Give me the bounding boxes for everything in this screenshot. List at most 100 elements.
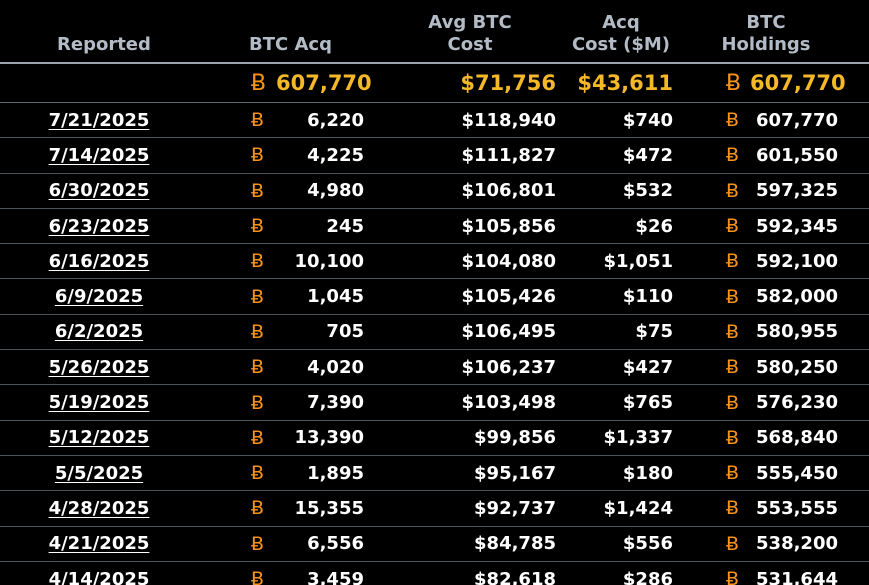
header-acq-cost-line2: Cost ($M) bbox=[571, 34, 671, 55]
bitcoin-icon: Ƀ bbox=[726, 109, 740, 132]
holdings-value: 538,200 bbox=[756, 533, 838, 555]
holdings-value: 597,325 bbox=[756, 180, 838, 202]
table-row: 5/12/2025 Ƀ 13,390 $99,856 $1,337 Ƀ 568,… bbox=[0, 421, 869, 456]
total-avg-cost: $71,756 bbox=[460, 71, 556, 95]
reported-date-link[interactable]: 4/14/2025 bbox=[48, 568, 150, 585]
holdings-value: 592,345 bbox=[756, 215, 838, 237]
holdings-value: 576,230 bbox=[756, 392, 838, 414]
bitcoin-icon: Ƀ bbox=[251, 462, 265, 485]
holdings-value: 531,644 bbox=[756, 568, 838, 585]
table-row: 5/26/2025 Ƀ 4,020 $106,237 $427 Ƀ 580,25… bbox=[0, 350, 869, 386]
header-reported[interactable]: Reported bbox=[57, 34, 151, 56]
bitcoin-icon: Ƀ bbox=[251, 215, 265, 238]
header-reported-label: Reported bbox=[57, 34, 151, 55]
reported-date-link[interactable]: 7/21/2025 bbox=[48, 109, 150, 131]
avg-cost-value: $106,801 bbox=[461, 180, 556, 202]
bitcoin-icon: Ƀ bbox=[251, 497, 265, 520]
holdings-value: 582,000 bbox=[756, 286, 838, 308]
btc-acq-value: 3,459 bbox=[307, 568, 364, 585]
bitcoin-icon: Ƀ bbox=[726, 250, 740, 273]
table-row: 5/19/2025 Ƀ 7,390 $103,498 $765 Ƀ 576,23… bbox=[0, 385, 869, 421]
header-acq-cost[interactable]: Acq Cost ($M) bbox=[566, 12, 676, 56]
bitcoin-icon: Ƀ bbox=[726, 356, 740, 379]
acq-cost-value: $180 bbox=[622, 462, 673, 484]
table-row: 4/21/2025 Ƀ 6,556 $84,785 $556 Ƀ 538,200 bbox=[0, 527, 869, 562]
header-avg-cost-line2: Cost bbox=[447, 34, 493, 55]
table-row: 6/23/2025 Ƀ 245 $105,856 $26 Ƀ 592,345 bbox=[0, 209, 869, 245]
reported-date-link[interactable]: 5/19/2025 bbox=[48, 392, 150, 414]
table-row: 7/21/2025 Ƀ 6,220 $118,940 $740 Ƀ 607,77… bbox=[0, 103, 869, 139]
header-btc-acq[interactable]: BTC Acq bbox=[249, 34, 349, 56]
avg-cost-value: $95,167 bbox=[474, 462, 556, 484]
holdings-value: 607,770 bbox=[756, 109, 838, 131]
btc-acq-value: 705 bbox=[326, 321, 364, 343]
table-row: 6/30/2025 Ƀ 4,980 $106,801 $532 Ƀ 597,32… bbox=[0, 174, 869, 209]
bitcoin-icon: Ƀ bbox=[251, 532, 265, 555]
holdings-value: 568,840 bbox=[756, 427, 838, 449]
bitcoin-icon: Ƀ bbox=[251, 109, 265, 132]
avg-cost-value: $118,940 bbox=[461, 109, 556, 131]
bitcoin-icon: Ƀ bbox=[251, 356, 265, 379]
acq-cost-value: $532 bbox=[622, 180, 673, 202]
total-btc-acq: 607,770 bbox=[276, 71, 372, 95]
table-body: 7/21/2025 Ƀ 6,220 $118,940 $740 Ƀ 607,77… bbox=[0, 103, 869, 585]
holdings-value: 553,555 bbox=[756, 497, 838, 519]
btc-acq-value: 13,390 bbox=[294, 427, 364, 449]
bitcoin-icon: Ƀ bbox=[251, 320, 265, 343]
bitcoin-icon: Ƀ bbox=[251, 285, 265, 308]
reported-date-link[interactable]: 6/2/2025 bbox=[54, 321, 144, 343]
header-avg-btc-cost[interactable]: Avg BTC Cost bbox=[425, 12, 515, 56]
avg-cost-value: $82,618 bbox=[474, 568, 556, 585]
bitcoin-icon: Ƀ bbox=[251, 426, 265, 449]
holdings-value: 580,250 bbox=[756, 356, 838, 378]
btc-acq-value: 10,100 bbox=[294, 250, 364, 272]
reported-date-link[interactable]: 6/16/2025 bbox=[48, 250, 150, 272]
table-header: Reported BTC Acq Avg BTC Cost Acq Cost (… bbox=[0, 0, 869, 64]
reported-date-link[interactable]: 6/9/2025 bbox=[54, 286, 144, 308]
reported-date-link[interactable]: 4/21/2025 bbox=[48, 533, 150, 555]
acq-cost-value: $740 bbox=[622, 109, 673, 131]
reported-date-link[interactable]: 7/14/2025 bbox=[48, 144, 150, 166]
holdings-value: 601,550 bbox=[756, 144, 838, 166]
avg-cost-value: $104,080 bbox=[461, 250, 556, 272]
acq-cost-value: $427 bbox=[622, 356, 673, 378]
reported-date-link[interactable]: 6/30/2025 bbox=[48, 180, 150, 202]
btc-acq-value: 15,355 bbox=[294, 497, 364, 519]
bitcoin-icon: Ƀ bbox=[726, 532, 740, 555]
acq-cost-value: $75 bbox=[635, 321, 673, 343]
bitcoin-icon: Ƀ bbox=[726, 426, 740, 449]
btc-acq-value: 245 bbox=[326, 215, 364, 237]
holdings-value: 555,450 bbox=[756, 462, 838, 484]
header-avg-cost-line1: Avg BTC bbox=[428, 12, 512, 33]
btc-acq-value: 4,020 bbox=[307, 356, 364, 378]
avg-cost-value: $84,785 bbox=[474, 533, 556, 555]
holdings-value: 592,100 bbox=[756, 250, 838, 272]
reported-date-link[interactable]: 6/23/2025 bbox=[48, 215, 150, 237]
bitcoin-icon: Ƀ bbox=[726, 320, 740, 343]
bitcoin-icon: Ƀ bbox=[726, 285, 740, 308]
total-holdings: 607,770 bbox=[750, 71, 846, 95]
table-row: 4/28/2025 Ƀ 15,355 $92,737 $1,424 Ƀ 553,… bbox=[0, 491, 869, 527]
acq-cost-value: $286 bbox=[622, 568, 673, 585]
avg-cost-value: $105,856 bbox=[461, 215, 556, 237]
header-btc-holdings[interactable]: BTC Holdings bbox=[716, 12, 816, 56]
bitcoin-icon: Ƀ bbox=[726, 568, 740, 585]
bitcoin-icon: Ƀ bbox=[251, 568, 265, 585]
btc-acq-value: 1,045 bbox=[307, 286, 364, 308]
header-btc-acq-label: BTC Acq bbox=[249, 34, 332, 55]
acq-cost-value: $110 bbox=[622, 286, 673, 308]
reported-date-link[interactable]: 5/5/2025 bbox=[54, 462, 144, 484]
bitcoin-icon: Ƀ bbox=[726, 144, 740, 167]
reported-date-link[interactable]: 5/26/2025 bbox=[48, 356, 150, 378]
total-acq-cost: $43,611 bbox=[577, 71, 673, 95]
avg-cost-value: $106,237 bbox=[461, 356, 556, 378]
avg-cost-value: $111,827 bbox=[461, 144, 556, 166]
table-row: 5/5/2025 Ƀ 1,895 $95,167 $180 Ƀ 555,450 bbox=[0, 456, 869, 492]
reported-date-link[interactable]: 5/12/2025 bbox=[48, 427, 150, 449]
bitcoin-icon: Ƀ bbox=[726, 462, 740, 485]
bitcoin-icon: Ƀ bbox=[251, 250, 265, 273]
bitcoin-icon: Ƀ bbox=[726, 70, 742, 96]
table-row: 4/14/2025 Ƀ 3,459 $82,618 $286 Ƀ 531,644 bbox=[0, 562, 869, 585]
reported-date-link[interactable]: 4/28/2025 bbox=[48, 497, 150, 519]
